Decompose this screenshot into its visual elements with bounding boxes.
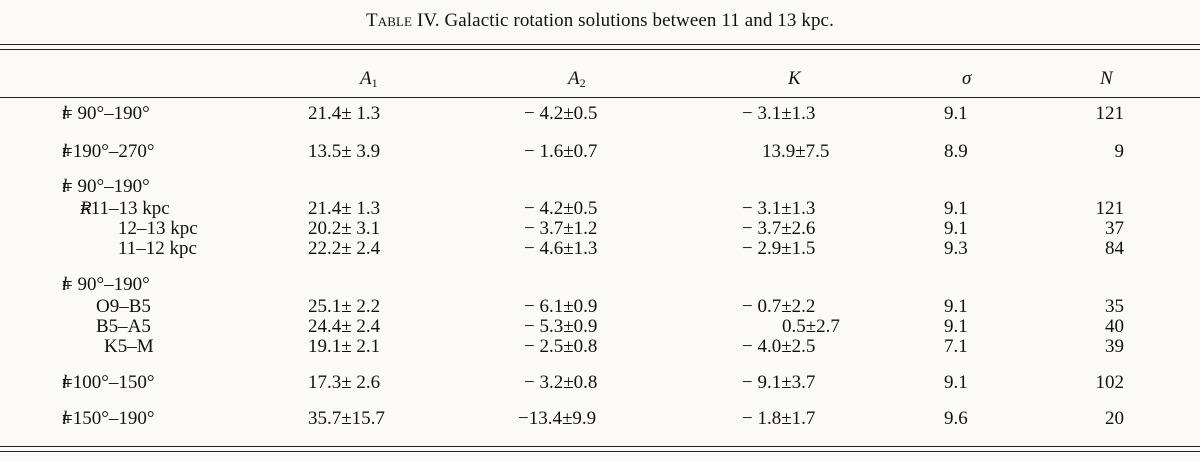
table-number: Table IV.: [366, 10, 440, 31]
header-A1: A1: [360, 68, 378, 90]
header-N: N: [1100, 68, 1113, 89]
bottom-rule-2: [0, 451, 1200, 452]
top-rule-1: [0, 44, 1200, 45]
table-row: l II = 90°–190°: [62, 274, 150, 295]
header-A2: A2: [568, 68, 586, 90]
table-row: O9–B5 25.1± 2.2 − 6.1±0.9 − 0.7±2.2 9.1 …: [96, 296, 1124, 317]
table-row: l II =100°–150° 17.3± 2.6 − 3.2±0.8 − 9.1±…: [62, 372, 1124, 393]
table-row: 12–13 kpc 20.2± 3.1 − 3.7±1.2 − 3.7±2.6 …: [118, 218, 1124, 239]
bottom-rule-1: [0, 446, 1200, 447]
table-row: B5–A5 24.4± 2.4 − 5.3±0.9 0.5±2.7 9.1 40: [96, 316, 1124, 337]
table-row: K5–M 19.1± 2.1 − 2.5±0.8 − 4.0±2.5 7.1 3…: [104, 336, 1124, 357]
header-sigma: σ: [962, 68, 972, 89]
table-caption: Table IV. Galactic rotation solutions be…: [0, 10, 1200, 32]
table-row: l II = 90°–190°: [62, 176, 150, 197]
header-K: K: [788, 68, 801, 89]
top-rule-2: [0, 49, 1200, 50]
header-rule: [0, 97, 1200, 98]
table-row: 11–12 kpc 22.2± 2.4 − 4.6±1.3 − 2.9±1.5 …: [118, 238, 1124, 259]
table-row: l II = 90°–190° 21.4± 1.3 − 4.2±0.5 − 3.1±…: [62, 103, 1124, 124]
table-row: R =11–13 kpc 21.4± 1.3 − 4.2±0.5 − 3.1±1.…: [80, 198, 1124, 219]
table-title: Galactic rotation solutions between 11 a…: [444, 10, 834, 31]
table-row: l II =190°–270° 13.5± 3.9 − 1.6±0.7 13.9±7…: [62, 141, 1124, 162]
table-row: l II =150°–190° 35.7±15.7 −13.4±9.9 − 1.8±…: [62, 408, 1124, 429]
